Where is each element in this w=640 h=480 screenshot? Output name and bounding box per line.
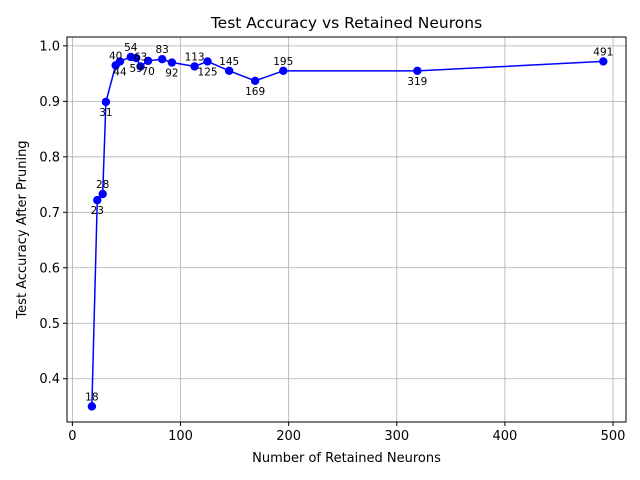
data-label: 31	[99, 107, 112, 119]
x-tick-label: 200	[276, 429, 301, 444]
data-label: 125	[198, 66, 218, 78]
data-point	[136, 62, 145, 71]
data-point	[250, 76, 260, 86]
grid	[67, 37, 626, 422]
chart-title: Test Accuracy vs Retained Neurons	[210, 14, 482, 32]
x-tick-label: 500	[601, 429, 626, 444]
x-axis-label: Number of Retained Neurons	[252, 451, 441, 466]
data-point	[115, 57, 125, 66]
data-label: 195	[273, 56, 293, 68]
y-tick-label: 1.0	[39, 39, 60, 54]
data-label: 83	[155, 44, 168, 56]
data-label: 23	[91, 205, 104, 217]
data-label: 18	[85, 391, 98, 403]
data-point	[413, 66, 422, 76]
data-point	[143, 56, 153, 66]
y-tick-label: 0.9	[39, 95, 60, 110]
data-point	[101, 97, 111, 107]
data-label: 145	[219, 56, 239, 68]
data-label: 63	[134, 51, 147, 63]
data-label: 92	[165, 68, 178, 80]
data-label: 113	[185, 51, 205, 63]
data-label: 28	[96, 179, 109, 191]
y-tick-label: 0.6	[39, 261, 60, 276]
plot-frame	[66, 36, 627, 423]
series-layer	[87, 52, 608, 411]
data-point	[224, 66, 234, 76]
data-label: 70	[141, 66, 154, 78]
y-axis-ticks: 0.4 0.5 0.6 0.7 0.8 0.9 1.0	[39, 39, 67, 387]
data-point	[131, 53, 141, 63]
data-label: 54	[124, 42, 138, 54]
data-point	[203, 57, 212, 66]
data-label: 44	[113, 66, 127, 78]
data-label: 319	[407, 76, 427, 88]
x-tick-label: 400	[492, 429, 517, 444]
y-tick-label: 0.4	[39, 372, 60, 387]
data-point	[279, 66, 288, 76]
data-label: 491	[593, 46, 613, 58]
y-tick-label: 0.8	[39, 150, 60, 165]
data-label: 40	[109, 50, 122, 62]
data-point	[87, 402, 97, 411]
x-tick-label: 0	[68, 429, 76, 444]
data-label: 169	[245, 86, 265, 98]
data-point	[599, 57, 608, 66]
x-tick-label: 100	[168, 429, 193, 444]
y-axis-label: Test Accuracy After Pruning	[15, 140, 30, 319]
data-point	[190, 62, 199, 71]
y-tick-label: 0.5	[39, 317, 60, 332]
data-label: 59	[130, 63, 143, 75]
data-point	[167, 58, 177, 67]
data-point	[93, 195, 102, 205]
data-point	[157, 54, 167, 64]
y-tick-label: 0.7	[39, 206, 60, 221]
data-point	[98, 189, 107, 199]
x-tick-label: 300	[384, 429, 409, 444]
x-axis-ticks: 0 100 200 300 400 500	[68, 422, 625, 444]
